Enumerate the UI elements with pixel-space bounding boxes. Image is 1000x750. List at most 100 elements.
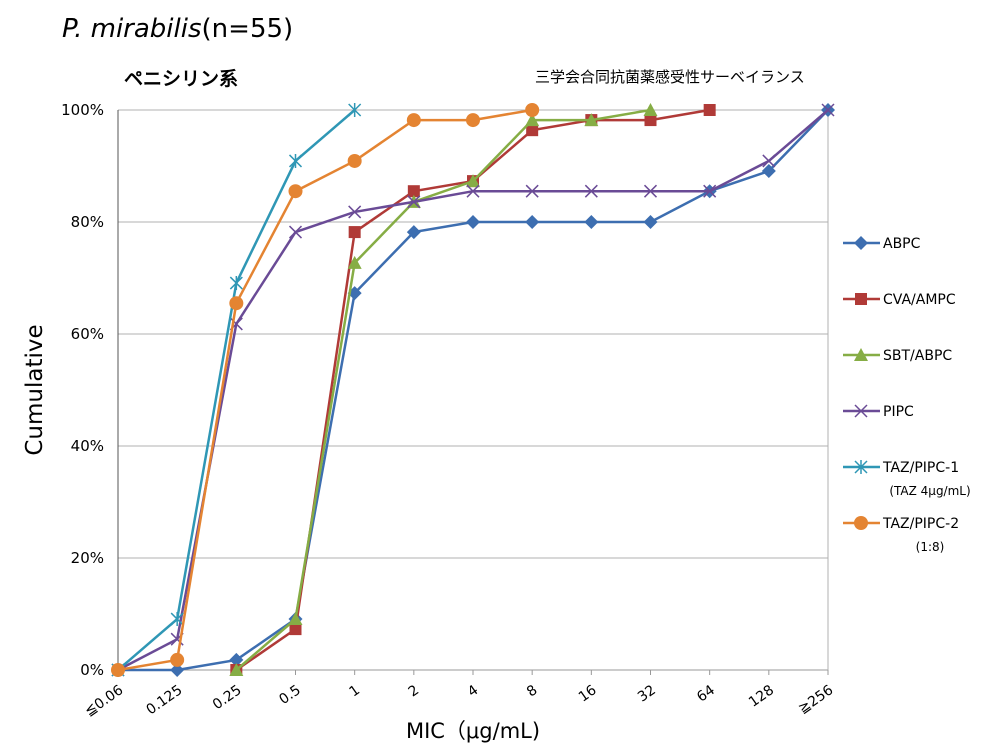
data-point-abpc: [643, 215, 658, 229]
data-point-pipc: [821, 103, 835, 117]
data-point-pipc: [643, 184, 658, 198]
series-taz-pipc-2: [111, 103, 540, 677]
data-point-cva-ampc: [526, 124, 539, 137]
x-tick-label: 16: [576, 682, 600, 705]
data-point-sbt-abpc: [466, 174, 480, 188]
data-point-taz-pipc-2: [406, 113, 421, 128]
x-tick-label: 1: [346, 682, 362, 700]
data-point-sbt-abpc: [643, 103, 658, 116]
x-tick-label: 64: [694, 682, 718, 705]
y-tick-label: 0%: [80, 661, 104, 679]
legend-label: ABPC: [883, 236, 921, 252]
data-point-sbt-abpc: [584, 113, 599, 127]
data-point-abpc: [406, 225, 421, 240]
series-line-cva-ampc: [235, 108, 710, 672]
data-point-abpc: [229, 652, 244, 667]
x-tick-label: ≧256: [796, 682, 837, 717]
sample-size: (n=55): [201, 14, 294, 44]
data-point-abpc: [170, 663, 185, 677]
y-tick-label: 60%: [71, 325, 104, 343]
series-pipc: [111, 103, 835, 677]
data-point-taz-pipc-2: [111, 663, 125, 677]
x-tick-label: 4: [465, 682, 482, 700]
x-tick-label: 0.25: [210, 682, 245, 713]
data-point-pipc: [407, 195, 421, 209]
legend-marker: [854, 236, 868, 250]
x-tick-label: 0.5: [276, 682, 303, 708]
data-point-taz-pipc-2: [466, 113, 480, 128]
data-point-sbt-abpc: [347, 255, 362, 269]
data-point-cva-ampc: [407, 185, 420, 198]
data-point-pipc: [466, 184, 480, 198]
legend-sublabel: (1:8): [916, 540, 945, 554]
series-cva-ampc: [230, 104, 716, 676]
legend-item-taz-pipc-1: TAZ/PIPC-1 (TAZ 4μg/mL): [843, 460, 971, 498]
organism-name: P. mirabilis: [62, 14, 202, 44]
y-axis-label: Cumulative: [22, 324, 48, 455]
y-tick-label: 100%: [61, 101, 104, 119]
legend-label: TAZ/PIPC-2: [882, 516, 959, 532]
x-tick-label: 32: [635, 682, 659, 705]
series-line-sbt-abpc: [235, 108, 651, 671]
series-abpc: [111, 103, 835, 677]
legend-label: TAZ/PIPC-1: [882, 460, 959, 476]
y-tick-label: 40%: [71, 437, 104, 455]
legend-label: PIPC: [883, 404, 914, 420]
data-point-taz-pipc-2: [229, 296, 244, 311]
data-point-pipc: [584, 184, 598, 198]
data-point-pipc: [703, 184, 717, 198]
data-point-taz-pipc-1: [170, 612, 184, 627]
data-point-pipc: [525, 184, 539, 198]
data-point-abpc: [466, 215, 480, 229]
series-line-taz-pipc-1: [117, 109, 356, 671]
series-taz-pipc-1: [111, 103, 362, 677]
data-point-taz-pipc-2: [525, 103, 540, 117]
data-point-cva-ampc: [644, 114, 657, 127]
data-point-taz-pipc-2: [347, 153, 362, 168]
data-point-abpc: [584, 215, 599, 229]
drug-class-subtitle: ペニシリン系: [124, 68, 239, 90]
source-label: 三学会合同抗菌薬感受性サーベイランス: [535, 68, 805, 86]
legend-item-taz-pipc-2: TAZ/PIPC-2 (1:8): [843, 516, 959, 554]
legend-item-pipc: PIPC: [843, 404, 914, 420]
legend-item-abpc: ABPC: [843, 236, 921, 252]
x-tick-label: 128: [746, 682, 777, 710]
data-point-pipc: [762, 154, 776, 168]
data-point-cva-ampc: [289, 623, 302, 636]
x-tick-label: ≦0.06: [82, 682, 126, 720]
x-tick-label: 8: [524, 682, 540, 700]
legend-marker: [854, 404, 868, 418]
legend-item-cva-ampc: CVA/AMPC: [843, 292, 956, 308]
x-tick-label: 2: [406, 682, 422, 700]
legend-sublabel: (TAZ 4μg/mL): [889, 484, 970, 498]
legend-item-sbt-abpc: SBT/ABPC: [843, 348, 952, 364]
data-point-taz-pipc-2: [170, 652, 185, 667]
data-point-taz-pipc-1: [229, 276, 243, 291]
series-line-pipc: [117, 109, 829, 672]
data-point-pipc: [348, 205, 362, 219]
data-point-taz-pipc-1: [348, 103, 362, 117]
chart-title: P. mirabilis(n=55): [62, 14, 293, 44]
x-tick-label: 0.125: [143, 682, 185, 718]
data-point-sbt-abpc: [229, 663, 244, 676]
data-point-taz-pipc-1: [288, 153, 303, 168]
legend-marker: [854, 348, 868, 361]
x-axis-label: MIC（μg/mL): [406, 719, 540, 743]
data-point-abpc: [525, 215, 540, 229]
series-line-taz-pipc-2: [117, 108, 533, 672]
data-point-pipc: [288, 225, 303, 239]
data-point-cva-ampc: [703, 104, 716, 116]
y-tick-label: 80%: [71, 213, 104, 231]
data-point-sbt-abpc: [288, 612, 303, 626]
data-point-sbt-abpc: [525, 113, 540, 127]
legend-marker: [854, 516, 868, 530]
data-point-taz-pipc-2: [288, 184, 303, 199]
y-tick-label: 20%: [71, 549, 104, 567]
data-point-abpc: [761, 164, 776, 179]
legend-marker: [854, 460, 868, 474]
legend-label: CVA/AMPC: [883, 292, 956, 308]
legend-marker: [855, 293, 867, 305]
data-point-cva-ampc: [348, 226, 361, 239]
